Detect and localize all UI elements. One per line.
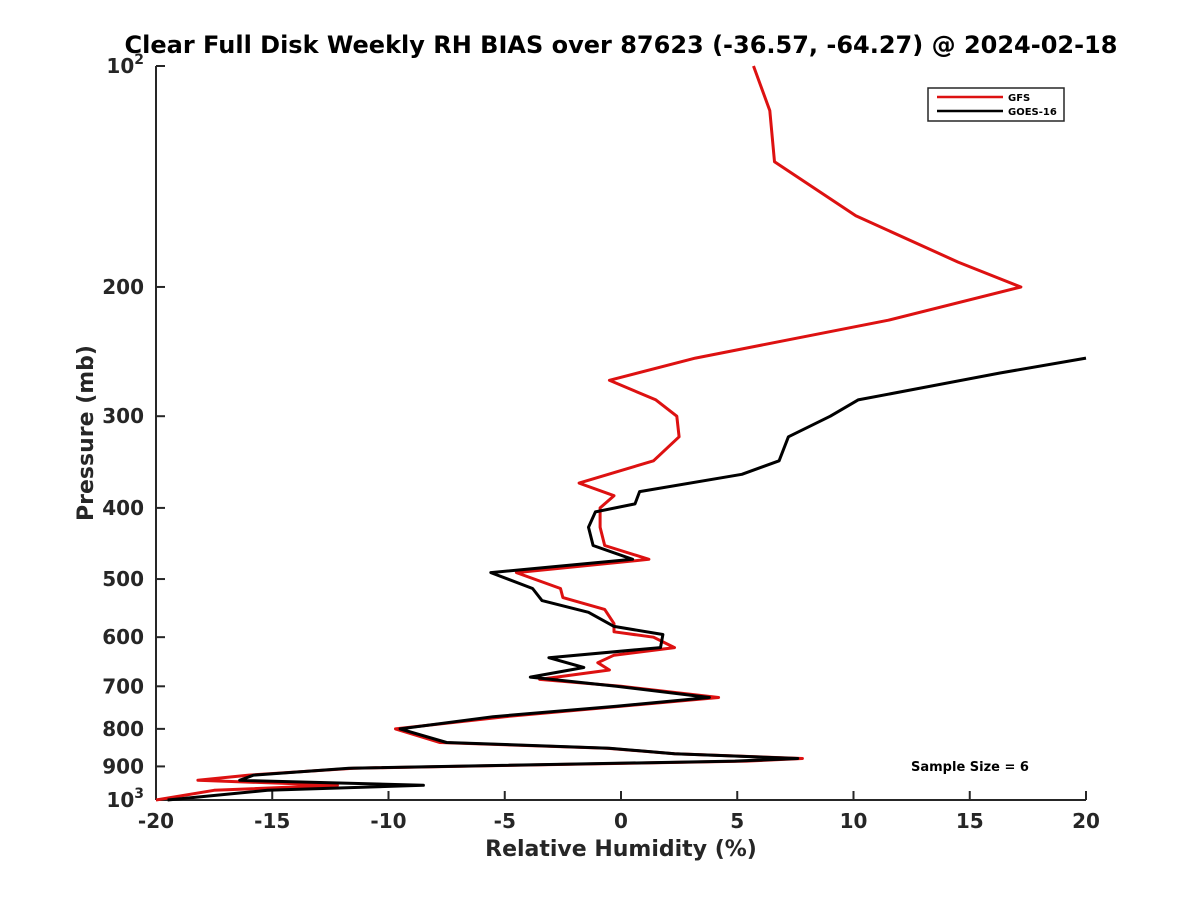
y-tick-base: 10 (106, 788, 134, 812)
x-tick-label: 15 (956, 809, 984, 833)
y-tick-label: 103 (106, 786, 144, 812)
legend-box (927, 87, 1065, 122)
legend-label-goes-16: GOES-16 (1008, 107, 1057, 118)
y-tick-label: 400 (102, 496, 144, 520)
y-tick-label: 300 (102, 404, 144, 428)
y-tick-label: 700 (102, 674, 144, 698)
x-tick-label: -10 (370, 809, 406, 833)
y-tick-exponent: 2 (134, 52, 144, 68)
y-tick-base: 200 (102, 275, 144, 299)
y-tick-base: 900 (102, 754, 144, 778)
x-tick-label: -20 (138, 809, 174, 833)
y-axis-label: Pressure (mb) (74, 345, 99, 521)
chart-title: Clear Full Disk Weekly RH BIAS over 8762… (125, 31, 1118, 59)
series-line-goes-16 (167, 356, 1087, 802)
y-tick-label: 800 (102, 717, 144, 741)
y-tick-label: 600 (102, 625, 144, 649)
y-tick-label: 102 (106, 52, 144, 78)
y-tick-label: 900 (102, 754, 144, 778)
legend-label-gfs: GFS (1008, 93, 1030, 104)
series-line-gfs (155, 65, 1023, 802)
x-tick-label: 0 (614, 809, 628, 833)
x-tick-label: 5 (730, 809, 744, 833)
legend-items: GFS GOES-16 (937, 93, 1057, 118)
axes (155, 66, 1086, 801)
x-tick-label: -5 (494, 809, 516, 833)
y-tick-base: 500 (102, 567, 144, 591)
y-tick-label: 500 (102, 567, 144, 591)
y-tick-base: 300 (102, 404, 144, 428)
sample-size-annotation: Sample Size = 6 (911, 760, 1029, 775)
x-tick-label: 20 (1072, 809, 1100, 833)
x-tick-label: -15 (254, 809, 290, 833)
y-tick-base: 800 (102, 717, 144, 741)
y-tick-exponent: 3 (134, 786, 144, 802)
x-tick-label: 10 (840, 809, 868, 833)
y-tick-base: 700 (102, 674, 144, 698)
series-group (155, 65, 1087, 802)
y-tick-base: 10 (106, 54, 134, 78)
x-axis-label: Relative Humidity (%) (485, 837, 757, 862)
y-tick-label: 200 (102, 275, 144, 299)
x-ticks: -20 -15 -10 -5 0 5 10 15 20 (138, 791, 1100, 833)
legend: GFS GOES-16 (927, 87, 1065, 122)
y-tick-base: 400 (102, 496, 144, 520)
y-tick-base: 600 (102, 625, 144, 649)
